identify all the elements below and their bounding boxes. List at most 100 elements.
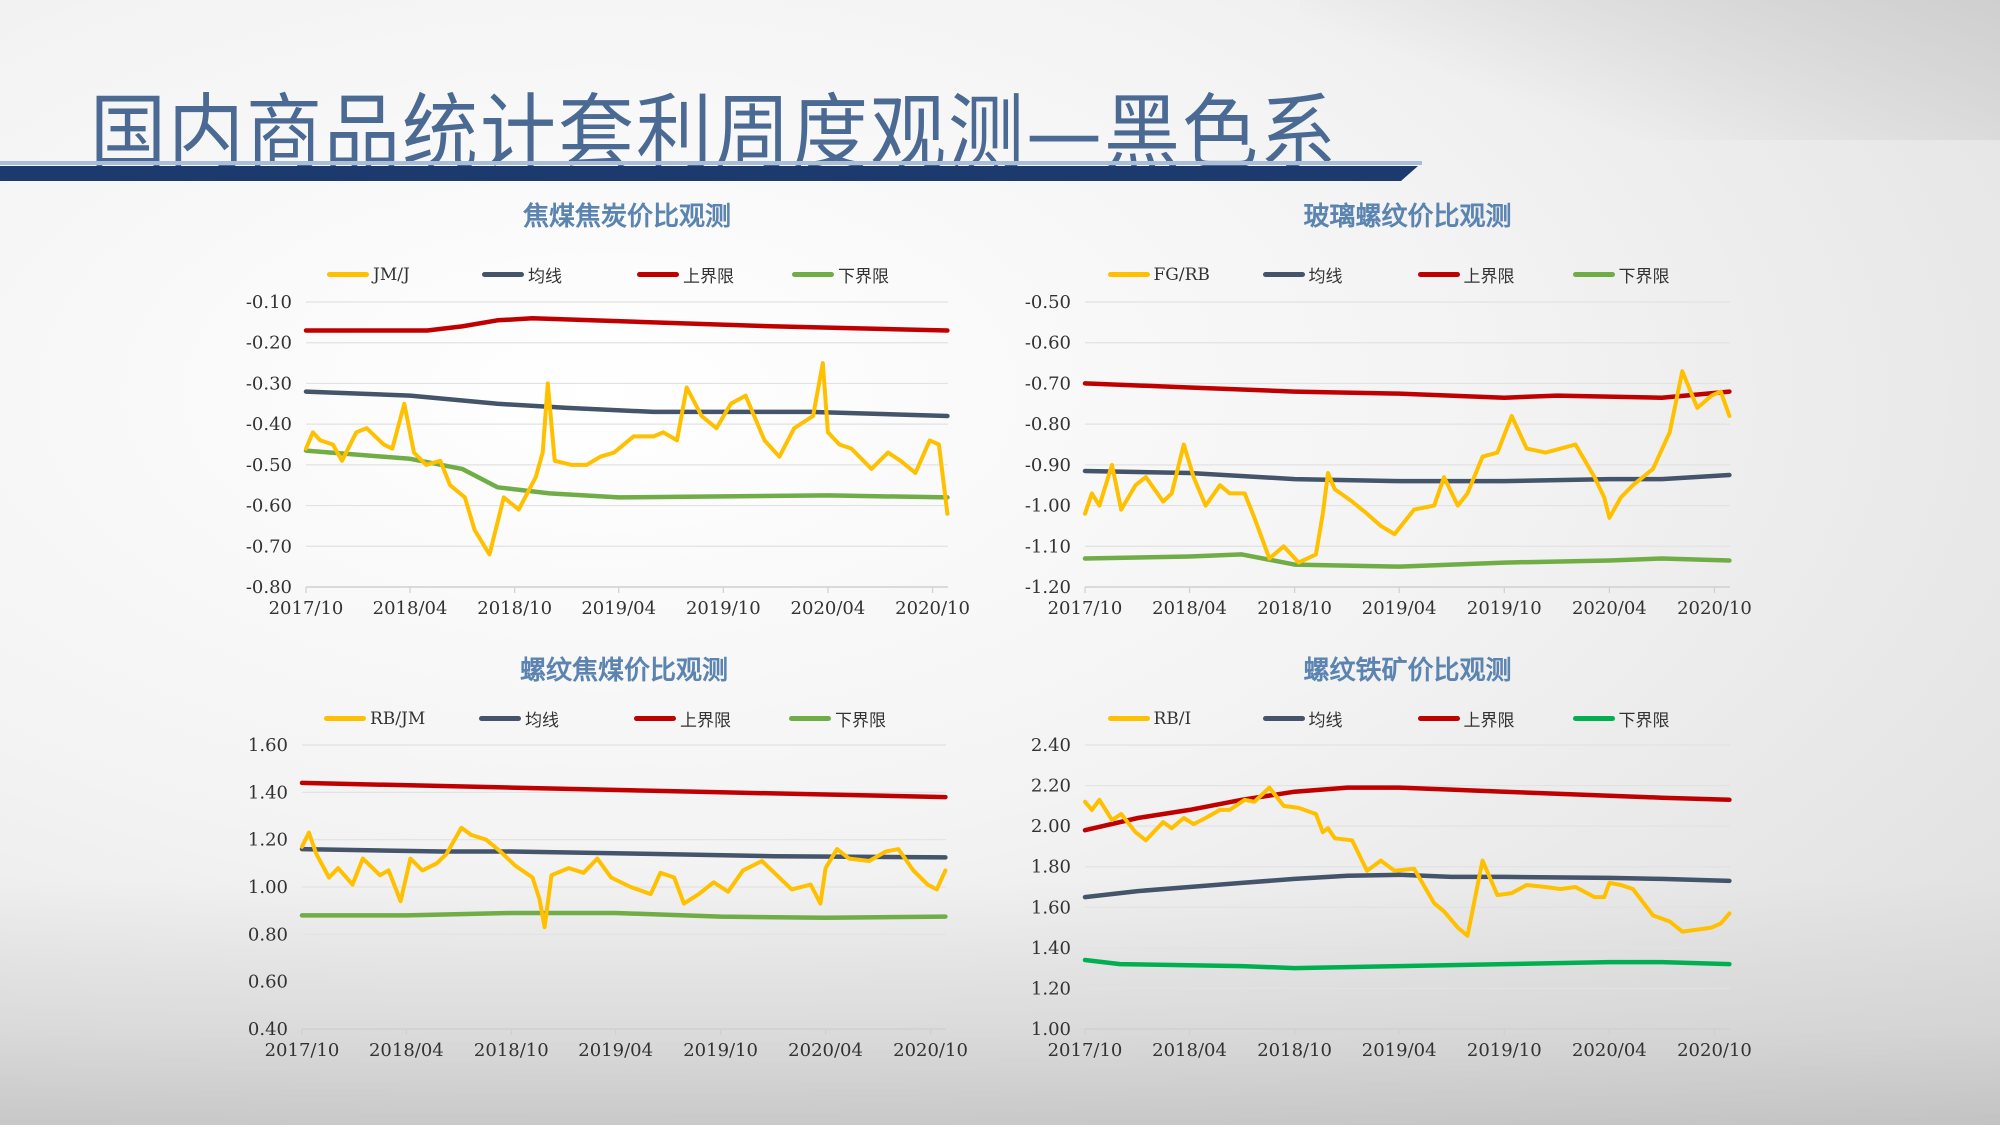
legend-item: 均线 bbox=[1262, 706, 1418, 731]
legend-label: FG/RB bbox=[1153, 264, 1210, 285]
y-tick-label: 2.00 bbox=[1031, 816, 1071, 837]
series-line-mean bbox=[1082, 468, 1732, 484]
legend-swatch bbox=[482, 272, 524, 277]
legend-item: RB/I bbox=[1107, 706, 1263, 731]
legend-label: RB/JM bbox=[370, 708, 426, 729]
y-tick-label: -0.50 bbox=[246, 455, 292, 476]
legend-swatch bbox=[1107, 716, 1150, 721]
legend-item: FG/RB bbox=[1107, 262, 1263, 287]
legend-swatch bbox=[637, 272, 679, 277]
x-tick-label: 2019/04 bbox=[1362, 598, 1437, 619]
legend-item: 均线 bbox=[479, 706, 634, 731]
y-tick-label: 1.20 bbox=[248, 830, 288, 851]
legend-swatch bbox=[1417, 272, 1460, 277]
legend-swatch bbox=[1572, 716, 1615, 721]
y-tick-label: -0.20 bbox=[246, 333, 292, 354]
legend-label: 均线 bbox=[1308, 267, 1343, 287]
legend-item: 下界限 bbox=[1572, 262, 1728, 287]
y-tick-label: -0.70 bbox=[246, 536, 292, 557]
y-tick-label: -0.70 bbox=[1025, 373, 1071, 394]
chart-title: 螺纹铁矿价比观测 bbox=[1303, 656, 1512, 686]
legend-swatch bbox=[324, 716, 366, 721]
legend-label: JM/J bbox=[373, 264, 410, 285]
x-tick-label: 2020/04 bbox=[791, 598, 866, 619]
title-underline-bar bbox=[0, 166, 1418, 181]
x-tick-label: 2018/10 bbox=[1257, 598, 1332, 619]
legend-item: 下界限 bbox=[1572, 706, 1728, 731]
chart-legend: JM/J 均线 上界限 下界限 bbox=[327, 262, 947, 287]
series-line-mean bbox=[299, 846, 948, 860]
y-tick-label: -0.10 bbox=[246, 292, 292, 313]
y-tick-label: -0.80 bbox=[246, 577, 292, 598]
chart-title: 玻璃螺纹价比观测 bbox=[1303, 202, 1512, 232]
series-line-ratio bbox=[304, 361, 950, 557]
legend-item: 均线 bbox=[482, 262, 637, 287]
chart-title: 螺纹焦煤价比观测 bbox=[519, 656, 729, 686]
legend-swatch bbox=[1572, 272, 1615, 277]
series-line-ratio bbox=[1083, 369, 1732, 565]
x-tick-label: 2019/04 bbox=[581, 598, 656, 619]
legend-label: 下界限 bbox=[835, 711, 886, 731]
legend-swatch bbox=[1107, 272, 1150, 277]
legend-swatch bbox=[792, 272, 834, 277]
legend-swatch bbox=[634, 716, 676, 721]
legend-label: 均线 bbox=[525, 711, 559, 731]
y-tick-label: -0.40 bbox=[246, 414, 292, 435]
x-tick-label: 2020/10 bbox=[895, 598, 970, 619]
background-corner bbox=[1300, 0, 2000, 140]
legend-label: 下界限 bbox=[1618, 267, 1670, 287]
legend-label: 上界限 bbox=[1463, 267, 1515, 287]
y-tick-label: -1.10 bbox=[1025, 536, 1071, 557]
legend-item: 上界限 bbox=[1417, 262, 1573, 287]
legend-item: 上界限 bbox=[634, 706, 789, 731]
x-tick-label: 2018/10 bbox=[477, 598, 552, 619]
x-tick-label: 2019/10 bbox=[686, 598, 761, 619]
x-tick-label: 2018/04 bbox=[373, 598, 448, 619]
chart-title: 焦煤焦炭价比观测 bbox=[522, 202, 732, 232]
series-line-upper-bound bbox=[1082, 785, 1732, 833]
legend-label: 均线 bbox=[1308, 711, 1343, 731]
y-tick-label: -0.30 bbox=[246, 373, 292, 394]
chart-legend: RB/I 均线 上界限 下界限 bbox=[1107, 706, 1728, 731]
legend-item: 上界限 bbox=[637, 262, 792, 287]
x-tick-label: 2017/10 bbox=[1048, 598, 1123, 619]
legend-swatch bbox=[1262, 716, 1305, 721]
chart-legend: RB/JM 均线 上界限 下界限 bbox=[324, 706, 944, 731]
legend-item: 上界限 bbox=[1417, 706, 1573, 731]
y-tick-label: 1.60 bbox=[248, 735, 288, 756]
legend-swatch bbox=[327, 272, 369, 277]
legend-item: RB/JM bbox=[324, 706, 479, 731]
x-tick-label: 2019/10 bbox=[1467, 598, 1542, 619]
background-band bbox=[0, 880, 2000, 1125]
series-line-lower-bound bbox=[303, 448, 950, 500]
series-line-upper-bound bbox=[299, 780, 948, 800]
legend-swatch bbox=[1417, 716, 1460, 721]
legend-item: 均线 bbox=[1262, 262, 1418, 287]
y-tick-label: 1.40 bbox=[248, 782, 288, 803]
legend-label: 下界限 bbox=[838, 267, 889, 287]
chart-legend: FG/RB 均线 上界限 下界限 bbox=[1107, 262, 1728, 287]
y-tick-label: -1.20 bbox=[1025, 577, 1071, 598]
series-line-upper-bound bbox=[1082, 381, 1732, 400]
y-tick-label: -0.90 bbox=[1025, 455, 1071, 476]
legend-item: 下界限 bbox=[792, 262, 947, 287]
title-underline-light bbox=[0, 161, 1422, 165]
y-tick-label: -0.80 bbox=[1025, 414, 1071, 435]
legend-label: RB/I bbox=[1153, 708, 1192, 729]
y-tick-label: -0.60 bbox=[1025, 333, 1071, 354]
x-tick-label: 2020/10 bbox=[1677, 598, 1752, 619]
y-tick-label: -0.50 bbox=[1025, 292, 1071, 313]
legend-item: 下界限 bbox=[789, 706, 944, 731]
y-tick-label: 2.40 bbox=[1031, 735, 1071, 756]
legend-label: 上界限 bbox=[683, 267, 734, 287]
legend-label: 上界限 bbox=[1463, 711, 1515, 731]
y-tick-label: 2.20 bbox=[1031, 776, 1071, 797]
x-tick-label: 2018/04 bbox=[1152, 598, 1227, 619]
series-line-upper-bound bbox=[303, 316, 950, 333]
y-tick-label: -0.60 bbox=[246, 496, 292, 517]
x-tick-label: 2020/04 bbox=[1572, 598, 1647, 619]
legend-label: 上界限 bbox=[680, 711, 731, 731]
legend-swatch bbox=[479, 716, 521, 721]
legend-label: 下界限 bbox=[1618, 711, 1670, 731]
legend-swatch bbox=[789, 716, 831, 721]
